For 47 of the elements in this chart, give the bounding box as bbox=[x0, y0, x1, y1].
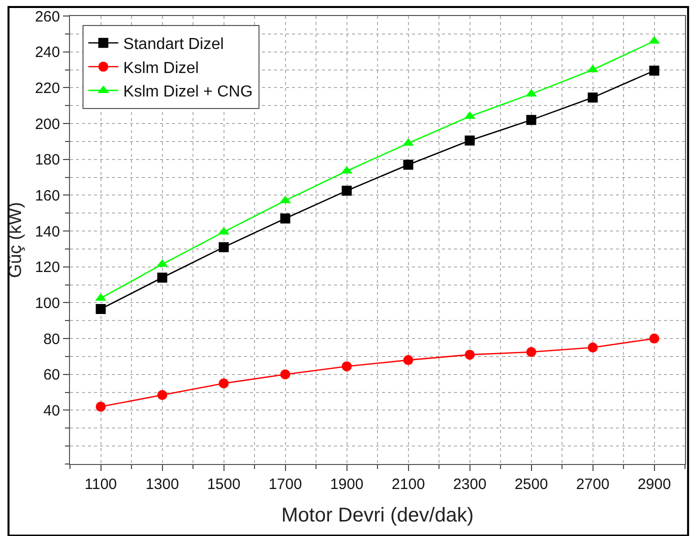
point bbox=[588, 342, 598, 353]
point bbox=[157, 272, 168, 283]
point bbox=[342, 361, 352, 372]
point bbox=[649, 66, 660, 76]
y-tick-label: 140 bbox=[34, 223, 60, 240]
legend-label: Kslm Dizel bbox=[123, 60, 199, 77]
y-tick-label: 120 bbox=[34, 259, 60, 276]
point bbox=[649, 334, 660, 344]
x-tick-label: 1300 bbox=[146, 476, 179, 493]
x-axis-title: Motor Devri (dev/dak) bbox=[281, 504, 474, 526]
y-tick-label: 220 bbox=[34, 80, 60, 97]
y-tick-label: 260 bbox=[34, 8, 60, 26]
x-tick-label: 1100 bbox=[84, 476, 117, 493]
y-tick-label: 240 bbox=[34, 44, 60, 62]
x-tick-label: 2500 bbox=[514, 476, 548, 493]
point bbox=[588, 92, 598, 103]
point bbox=[464, 136, 475, 146]
y-tick-label: 60 bbox=[43, 366, 60, 384]
x-tick-label: 1900 bbox=[330, 476, 364, 493]
y-tick-label: 180 bbox=[34, 152, 60, 169]
legend-label: Kslm Dizel + CNG bbox=[123, 84, 253, 101]
x-tick-label: 1700 bbox=[268, 476, 302, 493]
x-tick-label: 2100 bbox=[392, 476, 425, 493]
point bbox=[96, 304, 106, 314]
point bbox=[96, 402, 106, 412]
y-axis-title: Güç (kW) bbox=[5, 202, 26, 278]
y-tick-label: 200 bbox=[34, 116, 60, 133]
point bbox=[342, 186, 352, 196]
point bbox=[280, 369, 290, 380]
point bbox=[157, 390, 168, 400]
y-tick-label: 100 bbox=[34, 294, 60, 312]
x-tick-label: 2700 bbox=[576, 476, 610, 493]
y-tick-label: 40 bbox=[43, 402, 60, 420]
point bbox=[218, 378, 229, 388]
point bbox=[526, 347, 536, 357]
point bbox=[280, 214, 290, 224]
point bbox=[218, 242, 229, 252]
legend-label: Standart Dizel bbox=[123, 36, 224, 54]
point bbox=[403, 355, 414, 366]
point bbox=[403, 160, 414, 170]
point bbox=[526, 114, 536, 125]
x-tick-label: 2300 bbox=[453, 476, 486, 493]
y-tick-label: 160 bbox=[34, 187, 60, 204]
point bbox=[464, 350, 475, 360]
x-tick-label: 2900 bbox=[638, 476, 671, 493]
x-tick-label: 1500 bbox=[207, 476, 240, 493]
y-tick-label: 80 bbox=[43, 330, 60, 348]
